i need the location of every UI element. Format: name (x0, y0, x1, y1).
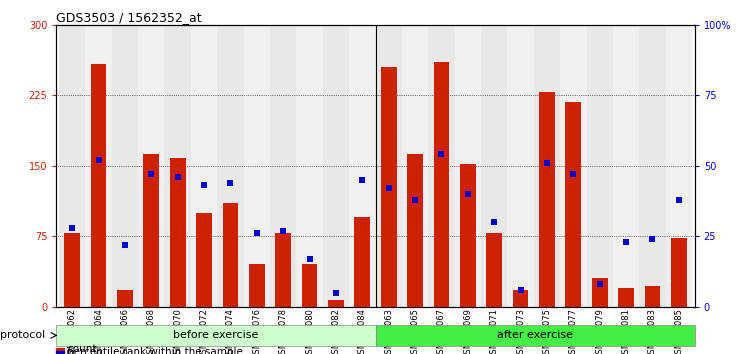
Point (356, 177, 368, 183)
Bar (56, 351, 65, 353)
Bar (560, 25, 587, 307)
Point (145, 171, 157, 177)
Bar (671, 238, 686, 307)
Point (198, 183, 210, 188)
Bar (59, 25, 86, 307)
Point (277, 228, 289, 233)
FancyBboxPatch shape (56, 325, 376, 346)
Bar (534, 25, 560, 307)
Bar (376, 25, 402, 307)
Bar (349, 25, 376, 307)
Bar (217, 25, 243, 307)
Bar (249, 264, 264, 307)
Bar (328, 300, 344, 307)
Bar (481, 25, 508, 307)
Bar (270, 25, 297, 307)
Bar (644, 286, 660, 307)
Bar (592, 279, 608, 307)
Point (594, 281, 606, 287)
Bar (613, 25, 639, 307)
Bar (56, 348, 65, 350)
Bar (138, 25, 164, 307)
Bar (243, 25, 270, 307)
Bar (354, 217, 370, 307)
Point (647, 236, 659, 242)
Point (66, 225, 78, 230)
Bar (618, 288, 634, 307)
Point (567, 171, 579, 177)
Bar (222, 203, 238, 307)
Point (462, 191, 474, 197)
Point (436, 152, 448, 157)
Bar (112, 25, 138, 307)
Point (225, 180, 237, 185)
Bar (513, 290, 529, 307)
Point (303, 256, 315, 262)
Bar (323, 25, 349, 307)
Text: before exercise: before exercise (173, 330, 258, 340)
Bar (539, 92, 555, 307)
Bar (508, 25, 534, 307)
Text: percentile rank within the sample: percentile rank within the sample (68, 347, 243, 354)
Bar (276, 233, 291, 307)
Bar (566, 102, 581, 307)
Bar (460, 164, 475, 307)
Point (92, 157, 104, 163)
Bar (487, 233, 502, 307)
Point (488, 219, 500, 225)
FancyBboxPatch shape (376, 325, 695, 346)
Bar (170, 158, 185, 307)
Bar (587, 25, 613, 307)
Bar (297, 25, 323, 307)
Bar (302, 264, 318, 307)
Bar (196, 213, 212, 307)
Point (673, 197, 685, 202)
Bar (65, 233, 80, 307)
Point (119, 242, 131, 247)
Point (330, 290, 342, 295)
Bar (86, 25, 112, 307)
Text: GDS3503 / 1562352_at: GDS3503 / 1562352_at (56, 11, 202, 24)
Bar (665, 25, 692, 307)
Point (514, 287, 526, 292)
Point (620, 239, 632, 245)
Bar (454, 25, 481, 307)
Bar (191, 25, 217, 307)
Bar (143, 154, 159, 307)
Bar (428, 25, 454, 307)
Point (541, 160, 553, 166)
Text: after exercise: after exercise (497, 330, 573, 340)
Text: count: count (68, 344, 97, 354)
Point (251, 230, 263, 236)
Point (409, 197, 421, 202)
Bar (433, 62, 449, 307)
Bar (381, 67, 397, 307)
Point (383, 185, 395, 191)
Text: protocol: protocol (1, 330, 46, 340)
Bar (117, 290, 133, 307)
Bar (639, 25, 665, 307)
Point (172, 174, 184, 180)
Bar (91, 64, 107, 307)
Bar (402, 25, 428, 307)
Bar (407, 154, 423, 307)
Bar (164, 25, 191, 307)
